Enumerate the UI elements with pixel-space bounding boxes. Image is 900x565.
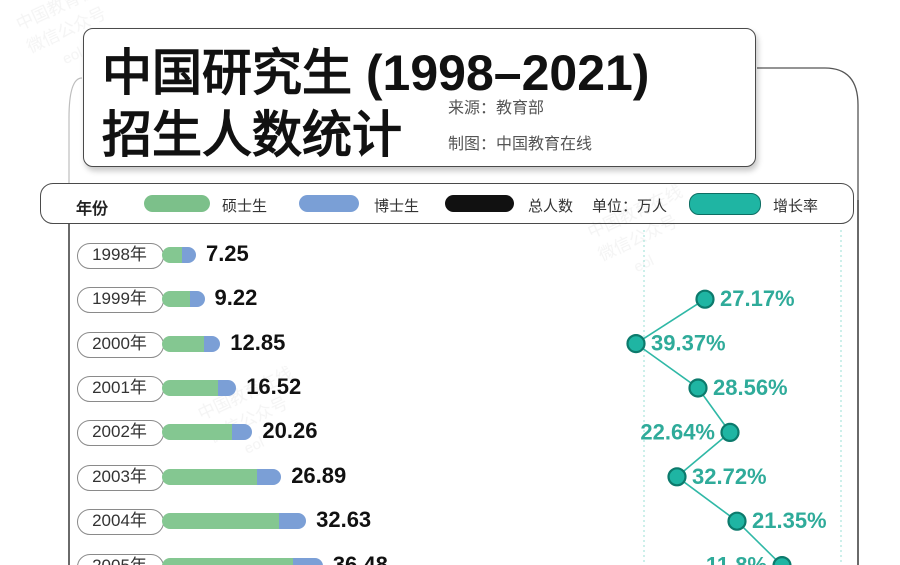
- svg-text:22.64%: 22.64%: [640, 419, 715, 444]
- svg-text:28.56%: 28.56%: [713, 375, 788, 400]
- svg-text:32.72%: 32.72%: [692, 464, 767, 489]
- svg-text:27.17%: 27.17%: [720, 286, 795, 311]
- svg-text:39.37%: 39.37%: [651, 331, 726, 356]
- svg-text:11.8%: 11.8%: [706, 553, 767, 565]
- svg-text:21.35%: 21.35%: [752, 508, 827, 533]
